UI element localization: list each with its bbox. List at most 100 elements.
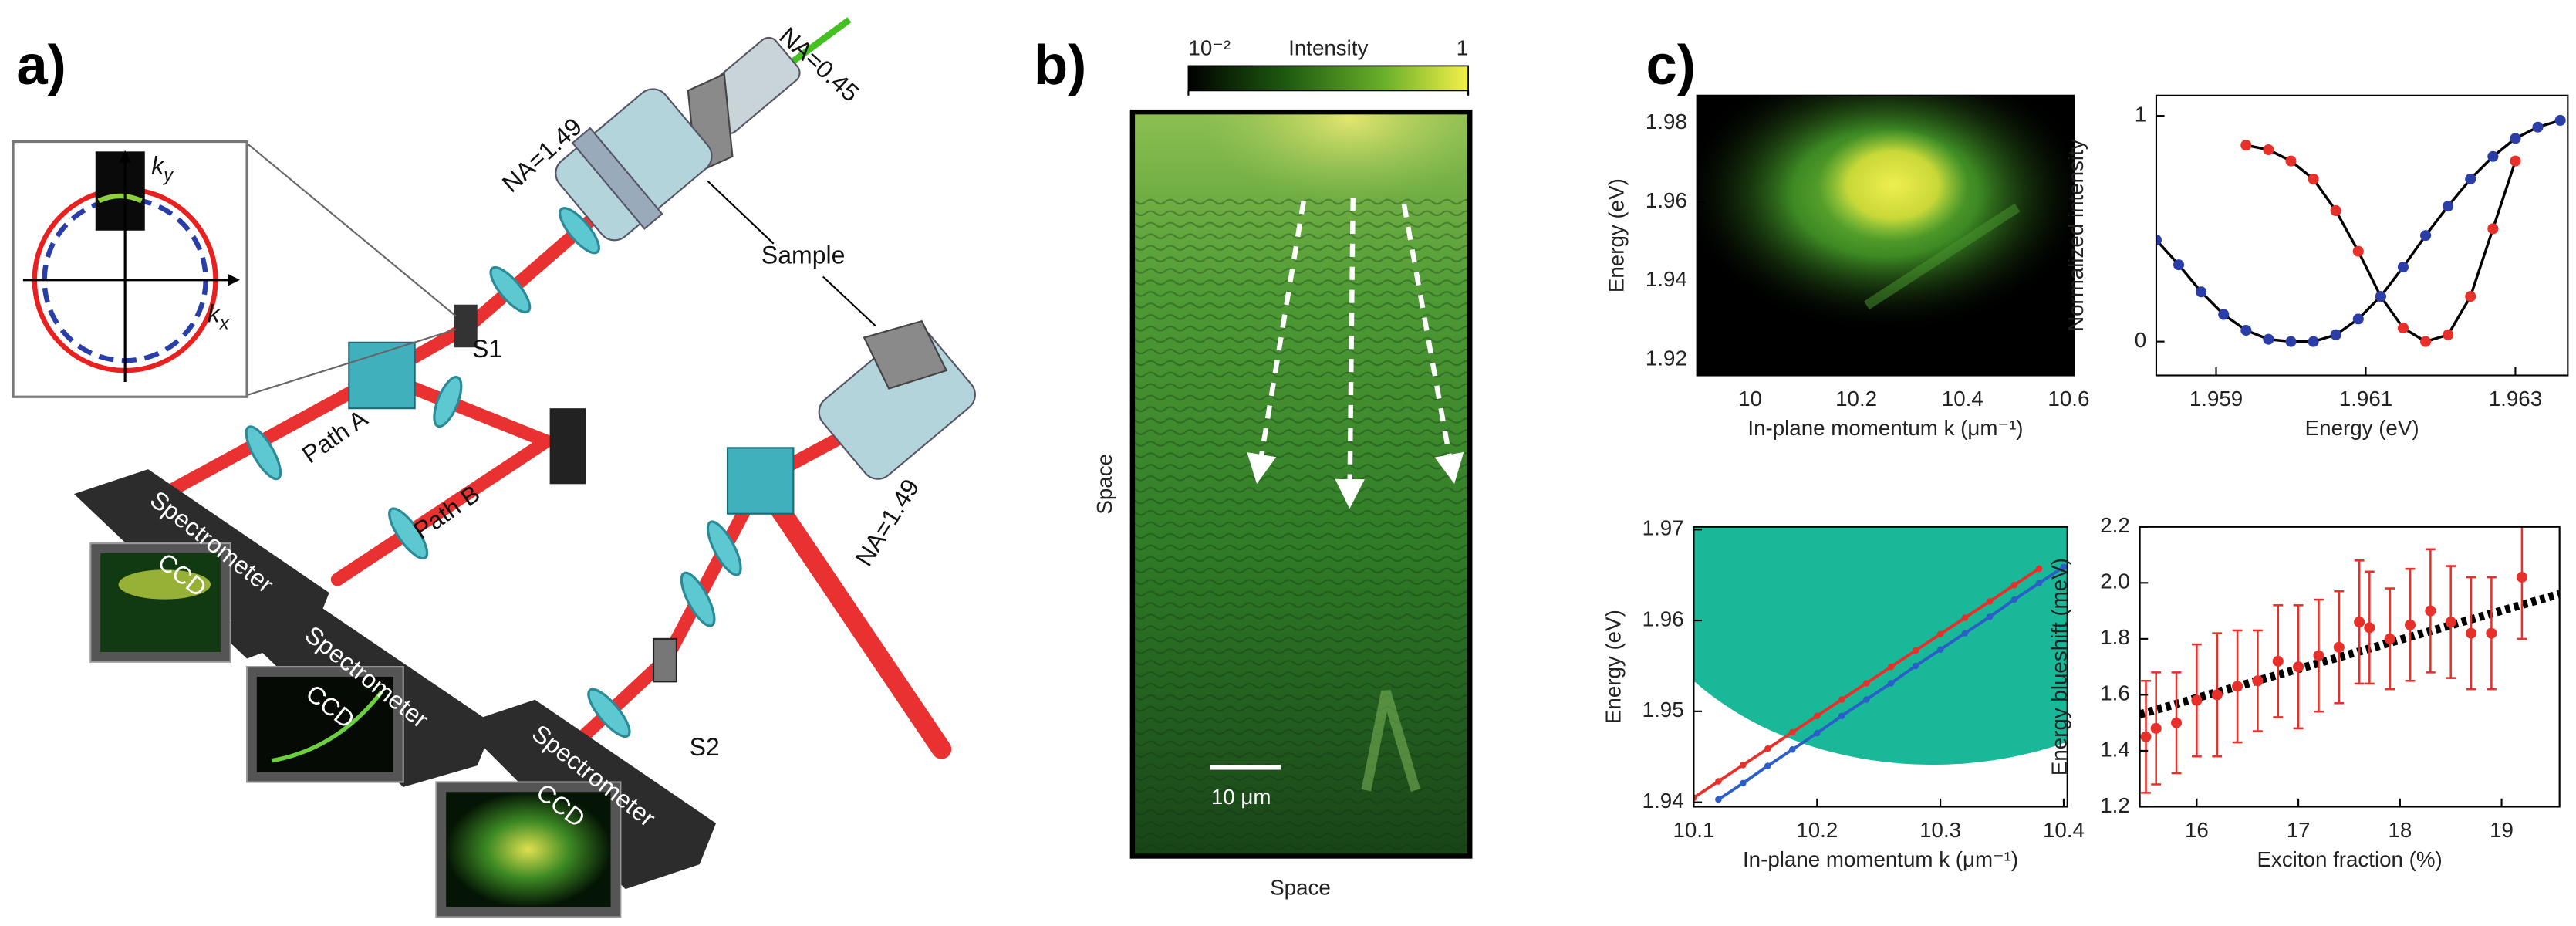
- point: [1789, 728, 1796, 736]
- point: [1912, 662, 1919, 670]
- panel-b: b) Intensity 10 μm Space Space 10⁻² 1: [1034, 34, 1473, 899]
- connector: [246, 142, 457, 317]
- point: [2035, 565, 2043, 573]
- point: [2465, 173, 2476, 185]
- objective-ring: [571, 127, 663, 230]
- flow-arrow: [1335, 198, 1365, 509]
- y-tick-label: 1.2: [2100, 793, 2130, 817]
- lens: [245, 425, 282, 481]
- ky-label: ky: [151, 152, 174, 184]
- point: [2263, 333, 2274, 345]
- point: [2516, 572, 2527, 583]
- x-tick-label: 10.4: [1942, 387, 1983, 411]
- chart: 1.959 1.961 1.963 0 1 Energy (eV) Normalized i…: [2064, 94, 2569, 440]
- x-axis-label: In-plane momentum k (μm⁻¹): [1747, 416, 2023, 440]
- image-glow: [1201, 112, 1470, 201]
- colorbar-title: Intensity: [1288, 35, 1368, 59]
- point: [1887, 680, 1895, 687]
- point: [2173, 259, 2185, 271]
- point: [1838, 696, 1845, 703]
- x-axis-label: In-plane momentum k (μm⁻¹): [1743, 847, 2018, 871]
- point: [2330, 204, 2341, 217]
- x-axis-label: Space: [1270, 875, 1331, 899]
- lens: [706, 520, 742, 576]
- x-axis-label: Energy (eV): [2305, 416, 2419, 440]
- point: [1813, 712, 1821, 719]
- point: [2313, 650, 2324, 661]
- plot-area: [1697, 95, 2075, 376]
- point: [1764, 745, 1771, 752]
- point: [2252, 675, 2264, 687]
- lenses: [245, 207, 742, 738]
- condensate-region: [1693, 526, 2068, 765]
- y-tick-label: 2.2: [2100, 513, 2130, 537]
- ccd-image: [118, 569, 211, 600]
- objective-large: [555, 88, 713, 242]
- y-tick-label: 2.0: [2100, 569, 2130, 593]
- sample-pointer: [707, 180, 775, 245]
- x-tick-label: 19: [2490, 818, 2514, 842]
- point: [2364, 622, 2375, 634]
- x-tick-label: 1.963: [2489, 387, 2542, 411]
- chart: 10.1 10.2 10.3 10.4 1.94 1.95 1.96 1.97 In-plane…: [1601, 516, 2085, 872]
- x-tick-label: 10: [1738, 387, 1762, 411]
- point: [2352, 245, 2364, 257]
- ccd-screen: [256, 676, 393, 772]
- input-beam: [750, 471, 952, 759]
- point: [1936, 630, 1944, 638]
- ccd-screen: [446, 792, 611, 907]
- point: [2196, 286, 2207, 298]
- y-tick-label: 1.95: [1642, 698, 1684, 722]
- x-tick-label: 17: [2287, 818, 2311, 842]
- chart: 16 17 18 19 1.2 1.4 1.6 1.8 2.0 2.2 Exciton fracti…: [2048, 513, 2561, 871]
- spectrometer-2: [230, 596, 495, 787]
- colorbar-tick-label: 10⁻²: [1188, 35, 1231, 59]
- point: [2487, 150, 2499, 162]
- point: [2330, 329, 2341, 340]
- point: [1961, 614, 1969, 621]
- mirror-mount: [549, 408, 586, 485]
- y-tick-label: 0: [2135, 328, 2146, 352]
- image-streak: [1864, 203, 2021, 310]
- point: [2487, 223, 2499, 235]
- panel-c: c) 10 10.2 10.4 10.61.921.941.961.98In-plan…: [1601, 34, 2569, 872]
- y-tick-label: 1.6: [2100, 681, 2130, 705]
- y-tick-label: 1.8: [2100, 625, 2130, 649]
- point: [2218, 309, 2230, 320]
- point: [2156, 234, 2162, 246]
- point: [2240, 324, 2252, 336]
- x-tick-label: 1.961: [2339, 387, 2392, 411]
- point: [1912, 647, 1919, 654]
- chart: 10 10.2 10.4 10.6 1.92 1.94 1.96 1.98 In-plane m…: [1605, 94, 2089, 440]
- plot-frame: [2139, 526, 2561, 808]
- sample-pointer: [822, 275, 876, 327]
- point: [2272, 655, 2284, 667]
- point: [2140, 731, 2152, 742]
- beam: [330, 434, 553, 586]
- point: [2404, 619, 2416, 630]
- point: [2466, 627, 2477, 639]
- x-tick-label: 10.1: [1673, 818, 1714, 842]
- panel-label: b): [1034, 34, 1086, 96]
- point: [1961, 630, 1969, 637]
- point: [2010, 596, 2018, 603]
- fit-line: [2139, 590, 2560, 718]
- point: [2510, 155, 2521, 167]
- point: [2420, 230, 2432, 242]
- point: [2308, 173, 2319, 185]
- colorbar: [1187, 65, 1469, 92]
- point: [1740, 779, 1747, 787]
- x-tick-label: 10.6: [2048, 387, 2089, 411]
- fit-line: [2156, 119, 2561, 343]
- sample-plate: [863, 319, 948, 390]
- plot-area: [1693, 526, 2068, 803]
- image-core: [1818, 129, 1969, 242]
- y-tick-label: 1.97: [1642, 516, 1684, 540]
- x-tick-label: 10.2: [1796, 818, 1838, 842]
- ccd-screen: [100, 553, 221, 652]
- lens: [559, 207, 600, 255]
- x-tick-label: 1.959: [2189, 387, 2243, 411]
- point: [1862, 680, 1870, 687]
